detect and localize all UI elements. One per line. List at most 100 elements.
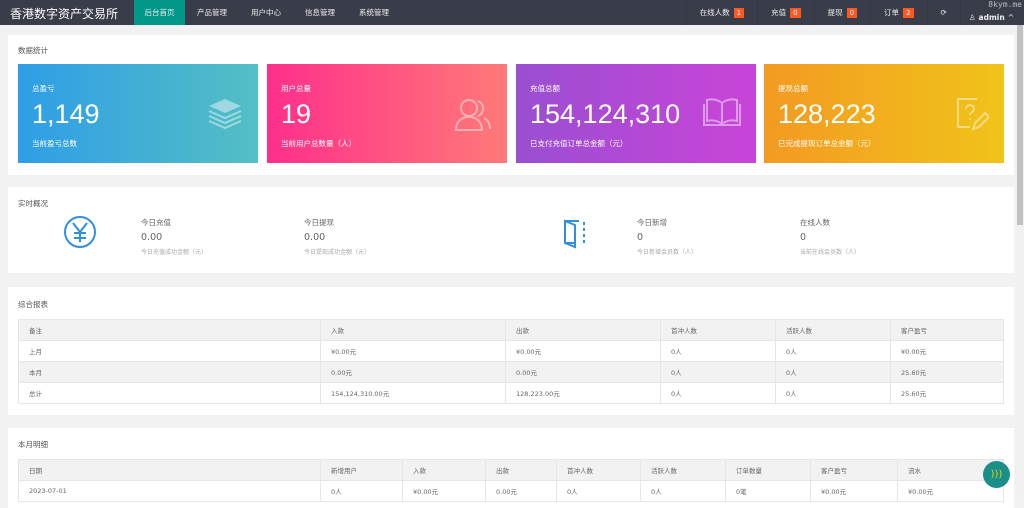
card-value: 128,223 bbox=[778, 99, 876, 129]
card-title: 总盈亏 bbox=[32, 84, 55, 93]
cell: ¥0.00元 bbox=[320, 340, 506, 362]
cell: 0人 bbox=[775, 361, 891, 383]
cell: 25.60元 bbox=[890, 361, 1004, 383]
card-sub: 当前用户总数量（人） bbox=[281, 139, 356, 148]
page-scrollbar[interactable] bbox=[1016, 25, 1024, 495]
badge: 0 bbox=[790, 7, 801, 18]
label: 订单 bbox=[884, 8, 900, 17]
card-sub: 已完成提现订单总金额（元） bbox=[778, 139, 876, 148]
badge: 1 bbox=[733, 7, 745, 18]
col-header: 客户盈亏 bbox=[810, 459, 898, 481]
cell: 0.00元 bbox=[485, 480, 557, 502]
question-edit-icon bbox=[957, 98, 989, 131]
table-row: 2023-07-01 0人 ¥0.00元 0.00元 0人 0人 0笔 ¥0.00元 ¥0.00… bbox=[18, 480, 1004, 502]
card-total-recharge[interactable]: 充值总额 154,124,310 已支付充值订单总金额（元） bbox=[516, 64, 756, 163]
cell: 0人 bbox=[775, 340, 891, 362]
stat-label: 今日充值 bbox=[141, 218, 171, 227]
card-value: 19 bbox=[281, 99, 312, 129]
menu-products[interactable]: 产品管理 bbox=[197, 8, 227, 17]
menu-home[interactable]: 后台首页 bbox=[134, 0, 185, 25]
cell: 154,124,310.00元 bbox=[320, 382, 506, 404]
menu-info[interactable]: 信息管理 bbox=[305, 8, 335, 17]
stat-value: 0.00 bbox=[304, 232, 326, 243]
monthly-panel: 本月明细 日期 新增用户 入款 出款 首冲人数 活跃人数 订单数量 客户盈亏 流水 2023-0… bbox=[8, 428, 1014, 508]
cell: 25.60元 bbox=[890, 382, 1004, 404]
cell: 0人 bbox=[556, 480, 641, 502]
table-row: 总计 154,124,310.00元 128,223.00元 0人 0人 25.60元 bbox=[18, 382, 1004, 404]
stat-value: 0 bbox=[800, 232, 807, 243]
cell: 上月 bbox=[18, 340, 321, 362]
cell: 2023-07-01 bbox=[18, 480, 321, 502]
scrollbar-thumb[interactable] bbox=[1017, 25, 1023, 225]
card-total-profit[interactable]: 总盈亏 1,149 当前盈亏总数 bbox=[18, 64, 258, 163]
col-header: 订单数量 bbox=[725, 459, 811, 481]
cell: ¥0.00元 bbox=[810, 480, 898, 502]
col-header: 首冲人数 bbox=[556, 459, 641, 481]
col-header: 活跃人数 bbox=[640, 459, 726, 481]
panel-title: 综合报表 bbox=[18, 300, 48, 309]
stat-value: 0 bbox=[637, 232, 644, 243]
username: admin bbox=[978, 13, 1005, 22]
stat-value: 0.00 bbox=[141, 232, 163, 243]
today-new-stat: 今日新增 0 今日新增会员数（人） bbox=[637, 217, 697, 256]
menu-system[interactable]: 系统管理 bbox=[359, 8, 389, 17]
monthly-table: 日期 新增用户 入款 出款 首冲人数 活跃人数 订单数量 客户盈亏 流水 2023-07-01 0… bbox=[18, 459, 1004, 502]
panel-title: 数据统计 bbox=[18, 46, 48, 55]
online-count-link[interactable]: 在线人数 1 bbox=[685, 0, 757, 25]
cell: 0人 bbox=[660, 382, 776, 404]
stat-label: 今日新增 bbox=[637, 218, 667, 227]
sound-icon[interactable]: ))) bbox=[983, 461, 1010, 488]
chevron-up-icon: ^ bbox=[1007, 13, 1014, 22]
stat-sub: 今日新增会员数（人） bbox=[637, 249, 698, 256]
user-menu[interactable]: ♙ admin ^ bbox=[959, 0, 1024, 25]
col-header: 入款 bbox=[402, 459, 486, 481]
today-withdraw-stat: 今日提现 0.00 今日提现成功金额（元） bbox=[304, 217, 370, 256]
top-navbar: 香港数字资产交易所 后台首页 产品管理 用户中心 信息管理 系统管理 在线人数 1… bbox=[0, 0, 1024, 25]
col-header: 首冲人数 bbox=[660, 319, 776, 341]
cell: 0人 bbox=[775, 382, 891, 404]
cell: ¥0.00元 bbox=[890, 340, 1004, 362]
stats-panel: 数据统计 总盈亏 1,149 当前盈亏总数 用户总量 19 当前用户总数量（人）… bbox=[8, 35, 1014, 175]
recharge-link[interactable]: 充值 0 bbox=[757, 0, 813, 25]
refresh-icon[interactable]: ⟳ bbox=[926, 0, 960, 25]
col-header: 出款 bbox=[505, 319, 661, 341]
stat-label: 在线人数 bbox=[800, 218, 830, 227]
withdraw-link[interactable]: 提现 0 bbox=[813, 0, 870, 25]
card-total-withdraw[interactable]: 提现总额 128,223 已完成提现订单总金额（元） bbox=[764, 64, 1004, 163]
col-header: 活跃人数 bbox=[775, 319, 891, 341]
stat-sub: 当前在线会员数（人） bbox=[800, 249, 861, 256]
col-header: 备注 bbox=[18, 319, 321, 341]
card-sub: 当前盈亏总数 bbox=[32, 139, 77, 148]
cell: 0人 bbox=[640, 480, 726, 502]
label: 在线人数 bbox=[699, 8, 730, 17]
col-header: 出款 bbox=[485, 459, 557, 481]
panel-title: 实时概况 bbox=[18, 199, 48, 208]
cell: 0人 bbox=[320, 480, 403, 502]
cell: 0.00元 bbox=[505, 361, 661, 383]
cell: 本月 bbox=[18, 361, 321, 383]
col-header: 客户盈亏 bbox=[890, 319, 1004, 341]
users-icon bbox=[454, 99, 491, 131]
menu-users[interactable]: 用户中心 bbox=[251, 8, 281, 17]
cell: ¥0.00元 bbox=[505, 340, 661, 362]
card-title: 用户总量 bbox=[281, 84, 311, 93]
logo: 香港数字资产交易所 bbox=[10, 7, 119, 21]
card-sub: 已支付充值订单总金额（元） bbox=[530, 139, 628, 148]
card-value: 1,149 bbox=[32, 99, 100, 129]
realtime-panel: 实时概况 今日充值 0.00 今日充值成功金额（元） 今日提现 0.00 今日提现成功金… bbox=[8, 187, 1014, 273]
badge: 0 bbox=[846, 7, 858, 18]
card-total-users[interactable]: 用户总量 19 当前用户总数量（人） bbox=[267, 64, 507, 163]
report-table: 备注 入款 出款 首冲人数 活跃人数 客户盈亏 上月 ¥0.00元 ¥0.00元 0人 0人 ¥0.… bbox=[18, 319, 1004, 404]
layers-icon bbox=[208, 99, 242, 130]
panel-title: 本月明细 bbox=[18, 440, 48, 449]
card-value: 154,124,310 bbox=[530, 99, 681, 129]
cell: 0人 bbox=[660, 361, 776, 383]
today-recharge-stat: 今日充值 0.00 今日充值成功金额（元） bbox=[141, 217, 207, 256]
table-header: 备注 入款 出款 首冲人数 活跃人数 客户盈亏 bbox=[18, 319, 1004, 341]
orders-link[interactable]: 订单 2 bbox=[870, 0, 926, 25]
report-panel: 综合报表 备注 入款 出款 首冲人数 活跃人数 客户盈亏 上月 ¥0.00元 ¥0.00元 0人… bbox=[8, 287, 1014, 415]
user-icon: ♙ bbox=[968, 13, 976, 22]
label: 提现 bbox=[827, 8, 843, 17]
stat-label: 今日提现 bbox=[304, 218, 334, 227]
door-icon bbox=[564, 219, 585, 249]
